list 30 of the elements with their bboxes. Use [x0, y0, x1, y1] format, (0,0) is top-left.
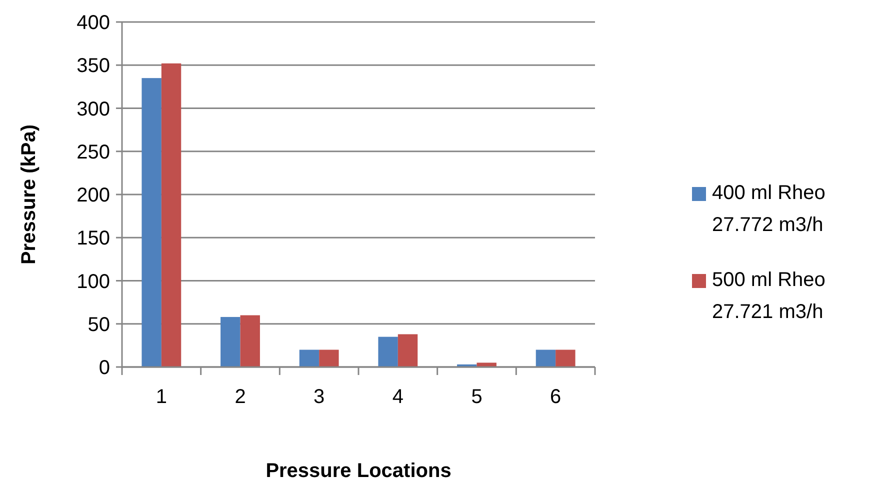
x-tick-label: 3 — [314, 386, 325, 408]
bar — [161, 63, 182, 367]
y-tick-label: 0 — [98, 357, 110, 379]
x-tick-label: 4 — [392, 386, 404, 408]
bar — [398, 334, 418, 367]
y-tick-label: 50 — [88, 314, 110, 336]
y-tick-label: 150 — [76, 228, 110, 250]
bar — [142, 78, 162, 367]
bar — [220, 316, 240, 367]
y-tick-label: 200 — [76, 184, 110, 206]
bar — [378, 336, 398, 367]
bar — [536, 350, 556, 367]
y-tick-label: 350 — [76, 55, 110, 78]
y-axis-title: Pressure (kPa) — [18, 124, 40, 265]
x-tick-label: 1 — [156, 386, 167, 408]
bar — [556, 350, 576, 367]
y-tick-label: 400 — [76, 12, 110, 34]
y-tick-label: 250 — [76, 141, 110, 164]
x-axis-title: Pressure Locations — [266, 460, 452, 482]
x-tick-label: 5 — [471, 386, 482, 408]
y-tick-label: 100 — [76, 270, 110, 293]
bar — [319, 350, 339, 367]
x-tick-label: 2 — [234, 386, 246, 408]
bar — [476, 362, 496, 367]
legend-label: 500 ml Rheo 27.721 m3/h — [712, 269, 826, 323]
bar — [299, 350, 320, 367]
x-tick-label: 6 — [550, 386, 562, 408]
bar — [240, 315, 260, 367]
y-tick-label: 300 — [76, 98, 110, 120]
legend-label: 400 ml Rheo 27.772 m3/h — [712, 182, 826, 236]
